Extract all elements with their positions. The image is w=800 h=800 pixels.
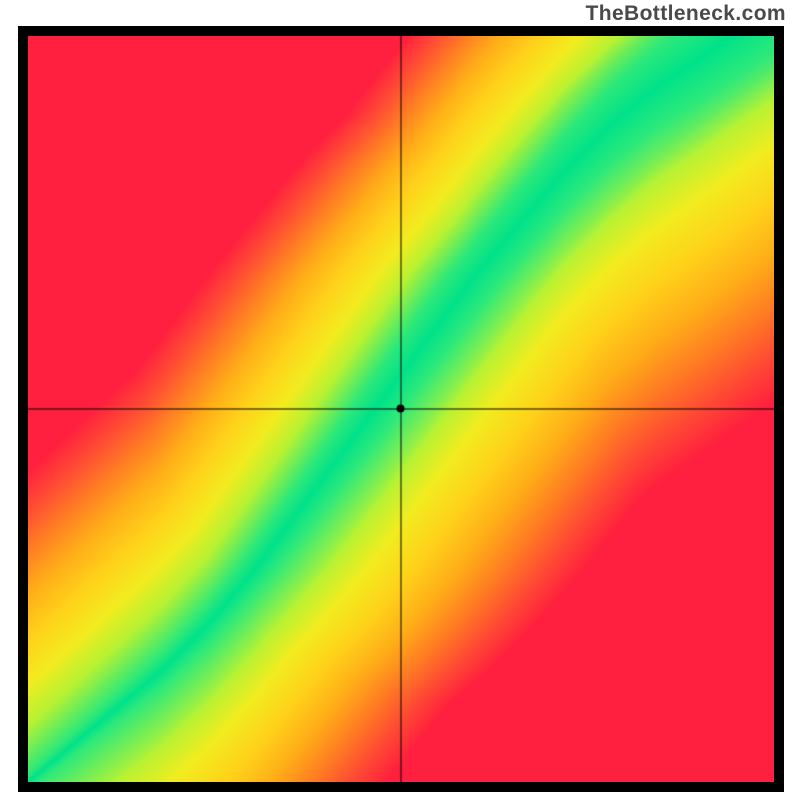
watermark-text: TheBottleneck.com [585, 2, 786, 26]
heatmap-canvas [28, 36, 774, 782]
